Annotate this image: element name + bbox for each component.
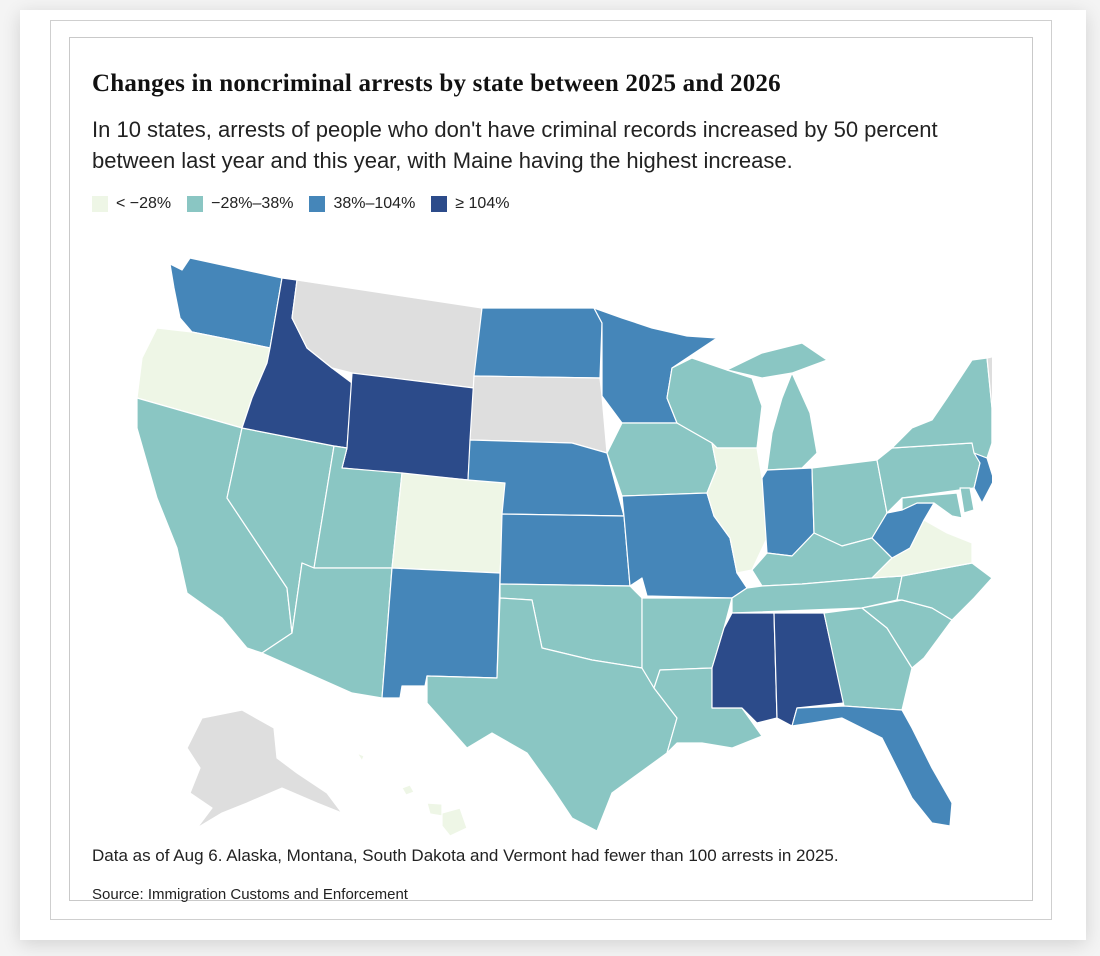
- state-texas: [426, 597, 678, 832]
- legend-item-b4: ≥ 104%: [431, 195, 509, 213]
- graphic-frame: Changes in noncriminal arrests by state …: [69, 37, 1033, 903]
- chart-title: Changes in noncriminal arrests by state …: [92, 70, 781, 97]
- state-michigan-upper: [726, 342, 828, 379]
- state-florida: [791, 705, 953, 827]
- legend-swatch-b3: [309, 196, 326, 212]
- legend: < −28% −28%–38% 38%–104% ≥ 104%: [92, 195, 525, 213]
- legend-label-b1: < −28%: [116, 195, 172, 212]
- state-kansas: [499, 513, 631, 587]
- legend-item-b2: −28%–38%: [187, 195, 293, 213]
- legend-swatch-b1: [92, 196, 108, 212]
- state-louisiana: [653, 667, 763, 754]
- state-alaska: [186, 709, 343, 829]
- us-choropleth-map: [136, 257, 992, 837]
- chart-source: Source: Immigration Customs and Enforcem…: [92, 886, 408, 903]
- state-vermont: [986, 356, 992, 409]
- legend-swatch-b2: [187, 196, 204, 212]
- chart-subtitle: In 10 states, arrests of people who don'…: [92, 117, 938, 173]
- state-maryland: [901, 492, 963, 519]
- state-delaware: [959, 487, 975, 514]
- state-hawaii: [356, 752, 468, 837]
- state-illinois: [706, 442, 768, 574]
- state-colorado: [391, 472, 506, 574]
- legend-label-b3: 38%–104%: [333, 195, 416, 212]
- legend-swatch-b4: [431, 196, 448, 212]
- state-north-dakota: [473, 307, 603, 379]
- legend-item-b3: 38%–104%: [309, 195, 415, 213]
- legend-item-b1: < −28%: [92, 195, 171, 213]
- state-wyoming: [341, 372, 475, 481]
- legend-label-b2: −28%–38%: [211, 195, 294, 212]
- state-new-york: [891, 357, 992, 459]
- chart-footnote: Data as of Aug 6. Alaska, Montana, South…: [92, 846, 839, 865]
- legend-label-b4: ≥ 104%: [455, 195, 510, 212]
- graphic-card: Changes in noncriminal arrests by state …: [50, 20, 1052, 920]
- state-new-mexico: [381, 567, 501, 699]
- state-michigan: [766, 372, 818, 471]
